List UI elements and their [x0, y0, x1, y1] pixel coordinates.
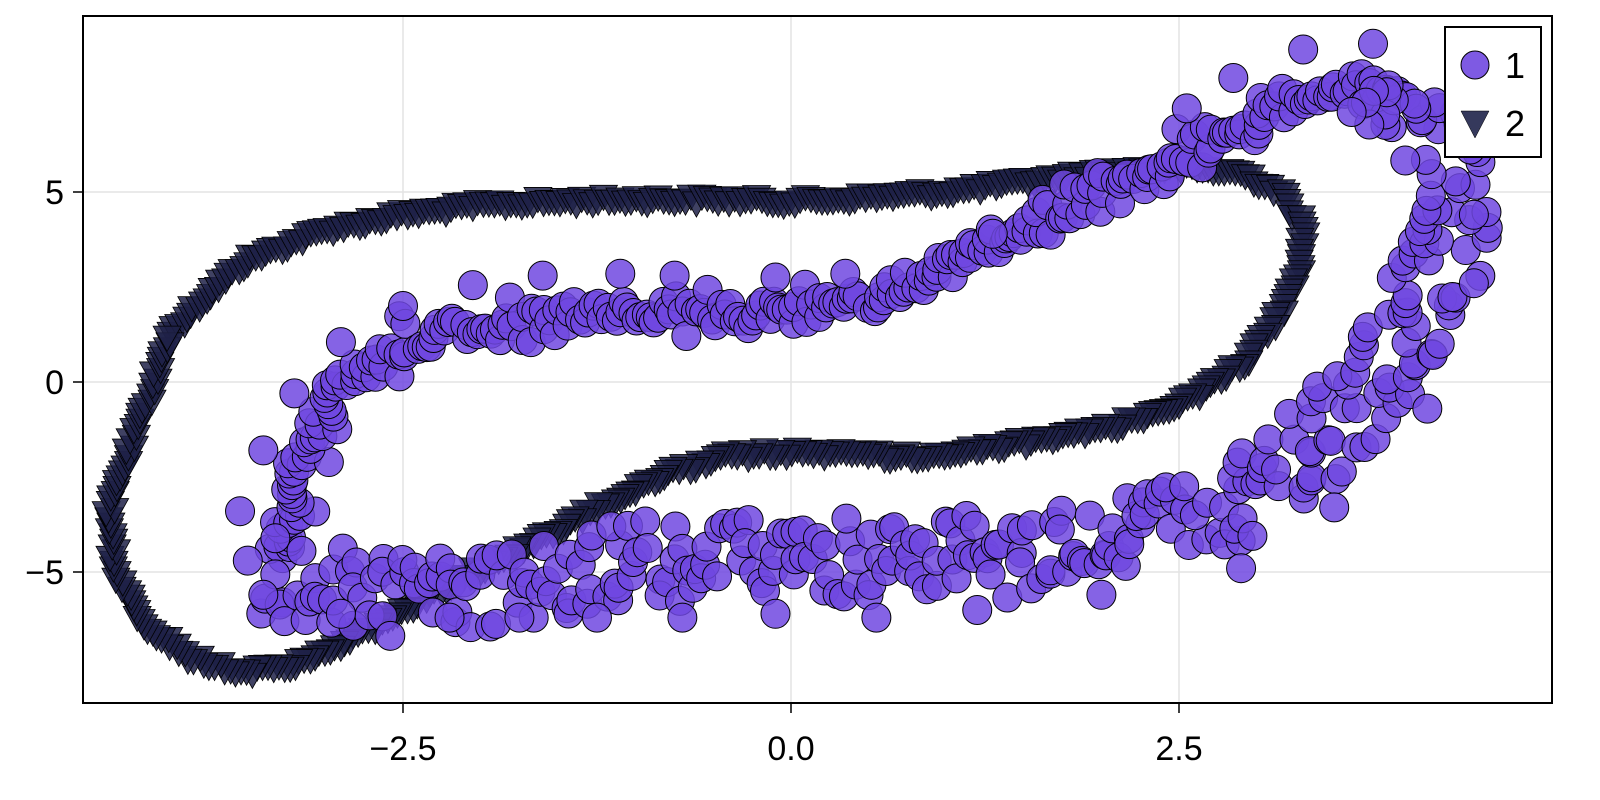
circle-marker — [1288, 34, 1319, 65]
circle-marker — [1218, 63, 1249, 93]
legend-label-2: 2 — [1505, 103, 1525, 144]
circle-marker — [582, 602, 612, 633]
circle-marker — [831, 503, 862, 534]
circle-marker — [375, 620, 406, 651]
circle-marker — [1169, 471, 1200, 502]
x-axis: −2.5 0.0 2.5 — [369, 703, 1203, 768]
circle-marker — [1044, 514, 1075, 545]
circle-marker — [1336, 96, 1367, 127]
circle-marker — [1074, 500, 1105, 531]
circle-marker — [962, 595, 993, 625]
circle-marker — [1424, 328, 1455, 359]
circle-marker — [1458, 199, 1489, 230]
circle-marker — [667, 602, 698, 633]
circle-marker — [1315, 425, 1346, 456]
circle-marker — [977, 218, 1008, 249]
circle-marker — [527, 260, 558, 291]
circle-marker — [434, 602, 465, 633]
circle-marker — [1253, 424, 1284, 455]
circle-marker — [630, 506, 661, 537]
circle-marker — [1237, 520, 1268, 551]
triangle-marker — [152, 325, 182, 353]
circle-marker — [810, 530, 841, 561]
circle-marker — [702, 561, 733, 592]
circle-marker — [1226, 553, 1257, 584]
circle-marker — [1261, 454, 1292, 485]
circle-marker — [248, 579, 279, 610]
circle-marker — [830, 258, 861, 289]
y-tick-label: 5 — [45, 174, 64, 212]
circle-marker — [959, 510, 990, 541]
circle-marker — [1005, 547, 1036, 578]
circle-marker — [632, 532, 663, 563]
legend-box — [1444, 26, 1542, 158]
x-tick-label: 2.5 — [1155, 730, 1202, 768]
legend-triangle-down-icon — [1460, 110, 1490, 139]
circle-marker — [760, 598, 791, 629]
circle-marker — [1171, 93, 1202, 124]
circle-marker — [659, 260, 690, 291]
legend-label-1: 1 — [1505, 45, 1525, 86]
circle-marker — [1319, 492, 1350, 523]
series-1-circles — [225, 28, 1503, 651]
circle-marker — [388, 291, 418, 321]
x-tick-label: 0.0 — [767, 730, 814, 768]
circle-marker — [1326, 456, 1357, 487]
y-tick-label: 0 — [45, 364, 64, 402]
circle-marker — [504, 602, 535, 633]
circle-marker — [260, 523, 291, 554]
y-tick-label: −5 — [25, 554, 64, 592]
circle-marker — [605, 258, 636, 289]
circle-marker — [232, 545, 263, 576]
circle-marker — [325, 598, 356, 629]
circle-marker — [760, 262, 791, 293]
circle-marker — [225, 496, 256, 527]
x-tick-label: −2.5 — [369, 730, 436, 768]
plot-frame — [82, 15, 1553, 704]
plot-area — [91, 28, 1503, 690]
y-axis: 5 0 −5 — [25, 174, 83, 592]
circle-marker — [1437, 281, 1468, 312]
circle-marker — [248, 435, 279, 466]
circle-marker — [286, 535, 317, 566]
circle-marker — [457, 270, 488, 301]
legend: 1 2 — [1444, 26, 1542, 158]
circle-marker — [325, 327, 356, 358]
circle-marker — [1412, 393, 1443, 424]
circle-marker — [1390, 145, 1421, 176]
circle-marker — [1086, 579, 1117, 610]
circle-marker — [861, 602, 892, 633]
circle-marker — [279, 378, 310, 409]
circle-marker — [1358, 28, 1388, 59]
circle-marker — [1458, 268, 1489, 299]
series-2-triangles — [91, 152, 1321, 690]
legend-circle-icon — [1460, 50, 1490, 80]
circle-marker — [975, 559, 1006, 590]
